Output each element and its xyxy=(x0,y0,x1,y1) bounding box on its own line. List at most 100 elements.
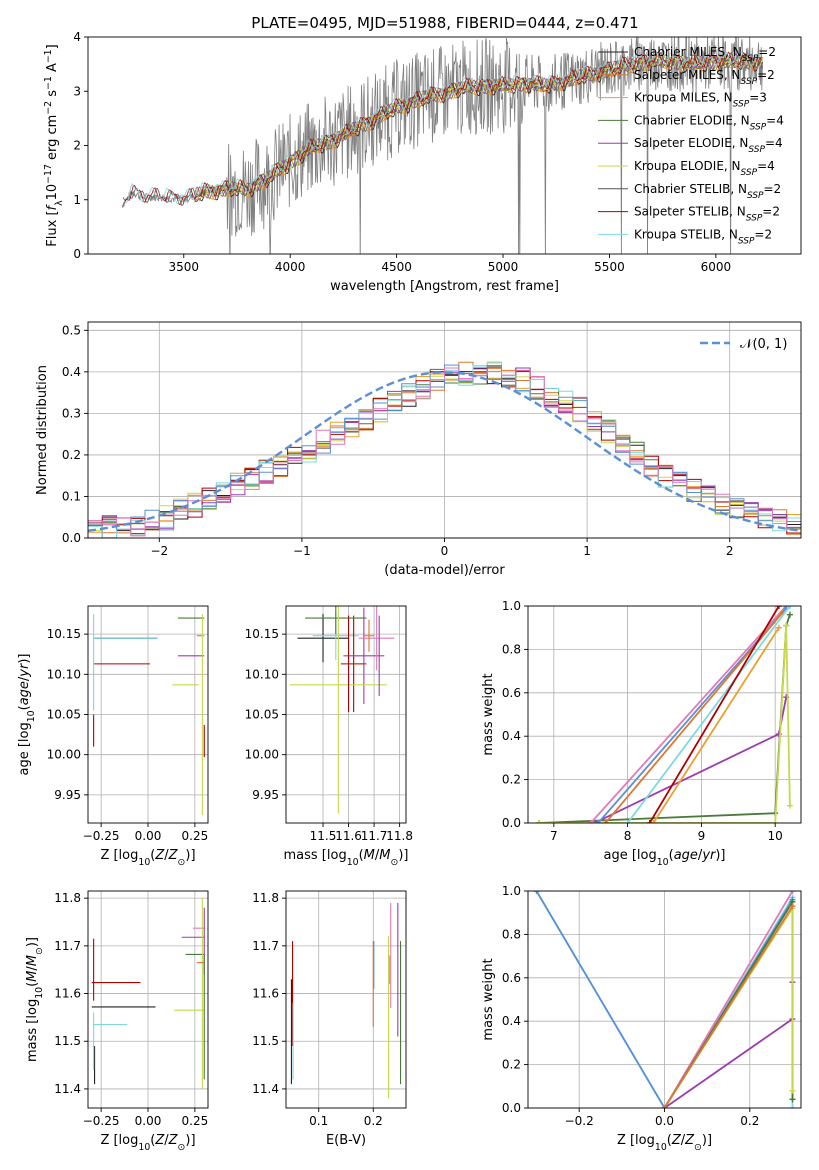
chart-residual-distribution: −2 −1 0 1 2 0.0 0.1 0.2 0.3 0.4 0.5 (data-model)/er… xyxy=(35,321,802,578)
x-tick-label: 0.1 xyxy=(309,1114,328,1128)
plot-area xyxy=(88,361,801,538)
model-spectrum-ChabrierMILES xyxy=(193,56,763,203)
y-tick-label: 0.4 xyxy=(502,1014,521,1028)
plot-area xyxy=(290,902,402,1099)
y-axis-label: age [log10(age/yr)] xyxy=(17,653,37,775)
y-tick-label: 11.5 xyxy=(252,1034,279,1048)
series-marker xyxy=(789,1087,796,1094)
y-tick-label: 0.0 xyxy=(62,531,81,545)
y-tick-label: 0.6 xyxy=(502,686,521,700)
x-tick-label: 6000 xyxy=(701,260,732,274)
model-spectrum-SalpeterSTELIB xyxy=(122,51,762,206)
y-tick-label: 1 xyxy=(73,193,81,207)
x-tick-label: 0.00 xyxy=(135,829,162,843)
y-tick-label: 0.4 xyxy=(62,365,81,379)
chart-age-vs-mass: 11.511.611.711.8 9.95 10.00 10.05 10.10 10.15… xyxy=(245,605,413,868)
plot-area xyxy=(121,37,764,254)
legend-label: Chabrier ELODIE, NSSP=4 xyxy=(634,113,784,132)
histogram-KroupaSTELIBalt xyxy=(88,364,801,531)
chart-mass-vs-Z: −0.25 0.00 0.25 11.4 11.5 11.6 11.7 11.8 Z [log1… xyxy=(25,890,209,1153)
legend-label: Chabrier MILES, NSSP=2 xyxy=(634,45,776,64)
y-tick-label: 11.4 xyxy=(54,1082,81,1096)
y-tick-label: 0.8 xyxy=(502,927,521,941)
x-tick-label: 11.5 xyxy=(310,829,337,843)
y-tick-label: 10.05 xyxy=(47,708,81,722)
y-tick-label: 0.2 xyxy=(62,448,81,462)
series-line xyxy=(626,606,791,823)
y-tick-label: 0 xyxy=(73,247,81,261)
y-tick-label: 3 xyxy=(73,84,81,98)
series-marker xyxy=(595,820,602,823)
series-marker xyxy=(772,820,779,823)
axes: 11.511.611.711.8 9.95 10.00 10.05 10.10 10.15… xyxy=(245,605,413,868)
y-tick-label: 11.8 xyxy=(252,891,279,905)
legend-label: Salpeter MILES, NSSP=2 xyxy=(634,68,775,87)
series-line xyxy=(604,611,784,823)
x-tick-label: 0.2 xyxy=(364,1114,383,1128)
series-marker xyxy=(786,611,793,618)
legend-label: Kroupa ELODIE, NSSP=4 xyxy=(634,159,775,178)
axes: 0.1 0.2 11.4 11.5 11.6 11.7 11.8 E(B-V) xyxy=(252,890,407,1148)
grid xyxy=(88,606,208,823)
legend-label: Salpeter ELODIE, NSSP=4 xyxy=(634,136,783,155)
x-tick-label: 0.2 xyxy=(740,1114,759,1128)
x-tick-label: −0.25 xyxy=(83,829,120,843)
y-axis-label: Flux [fλ10−17 erg cm−2 s−1 A−1] xyxy=(43,44,65,246)
series-marker xyxy=(789,1105,796,1108)
chart-age-vs-Z: −0.25 0.00 0.25 9.95 10.00 10.05 10.10 10.15 Z [… xyxy=(17,605,209,868)
series-marker xyxy=(789,903,796,910)
series-marker xyxy=(624,820,631,823)
series-marker xyxy=(783,622,790,629)
series-line xyxy=(663,891,794,1108)
chart-mass-vs-ebv: 0.1 0.2 11.4 11.5 11.6 11.7 11.8 E(B-V) xyxy=(252,890,407,1148)
x-tick-label: −2 xyxy=(150,544,168,558)
x-axis-label: Z [log10(Z/Z⊙)] xyxy=(100,848,195,868)
axes: −0.25 0.00 0.25 11.4 11.5 11.6 11.7 11.8 Z [log1… xyxy=(25,890,209,1153)
plot-area xyxy=(289,606,395,814)
x-axis-label: Z [log10(Z/Z⊙)] xyxy=(617,1133,712,1153)
legend-label: Chabrier STELIB, NSSP=2 xyxy=(634,182,781,201)
y-tick-label: 9.95 xyxy=(54,788,81,802)
series-marker xyxy=(661,1105,668,1108)
series-line xyxy=(648,606,780,823)
series-marker xyxy=(591,820,598,823)
axes: 7 8 9 10 0.0 0.2 0.4 0.6 0.8 1.0 age [log10(age/yr… xyxy=(481,599,802,868)
series-marker xyxy=(650,820,657,823)
plot-area xyxy=(536,606,793,823)
y-tick-label: 0.5 xyxy=(62,323,81,337)
x-tick-label: 0.25 xyxy=(182,1114,209,1128)
y-axis-label: mass [log10(M/M⊙)] xyxy=(25,937,45,1062)
axes: −2 −1 0 1 2 0.0 0.1 0.2 0.3 0.4 0.5 (data-model)/er… xyxy=(35,321,802,578)
series-marker xyxy=(775,624,782,631)
y-axis-label: mass weight xyxy=(481,958,496,1040)
series-marker xyxy=(536,820,543,823)
series-marker xyxy=(587,820,594,823)
x-axis-label: age [log10(age/yr)] xyxy=(603,848,725,868)
legend: Chabrier MILES, NSSP=2 Salpeter MILES, NS… xyxy=(598,45,784,246)
chart-spectrum: 3500 4000 4500 5000 5500 6000 0 1 2 3 4 wavelength … xyxy=(43,30,802,294)
series-marker xyxy=(789,1096,796,1103)
y-tick-label: 0.8 xyxy=(502,642,521,656)
y-tick-label: 10.15 xyxy=(47,627,81,641)
x-tick-label: 5500 xyxy=(594,260,625,274)
series-line xyxy=(594,696,788,823)
grid xyxy=(88,322,801,539)
data-point xyxy=(343,607,385,705)
y-tick-label: 0.2 xyxy=(502,773,521,787)
series-marker xyxy=(786,606,793,609)
y-tick-label: 10.00 xyxy=(245,748,279,762)
legend-label: Kroupa MILES, NSSP=3 xyxy=(634,91,767,110)
x-tick-label: 0.25 xyxy=(182,829,209,843)
grid xyxy=(88,891,208,1108)
series-line xyxy=(663,905,794,1108)
x-tick-label: 3500 xyxy=(169,260,200,274)
figure-title: PLATE=0495, MJD=51988, FIBERID=0444, z=0… xyxy=(251,14,638,32)
y-tick-label: 11.7 xyxy=(54,939,81,953)
series-marker xyxy=(789,891,796,894)
x-tick-label: 11.6 xyxy=(335,829,362,843)
series-line xyxy=(652,627,780,823)
y-tick-label: 0.2 xyxy=(502,1058,521,1072)
grid xyxy=(286,891,406,1108)
y-tick-label: 4 xyxy=(73,30,81,44)
